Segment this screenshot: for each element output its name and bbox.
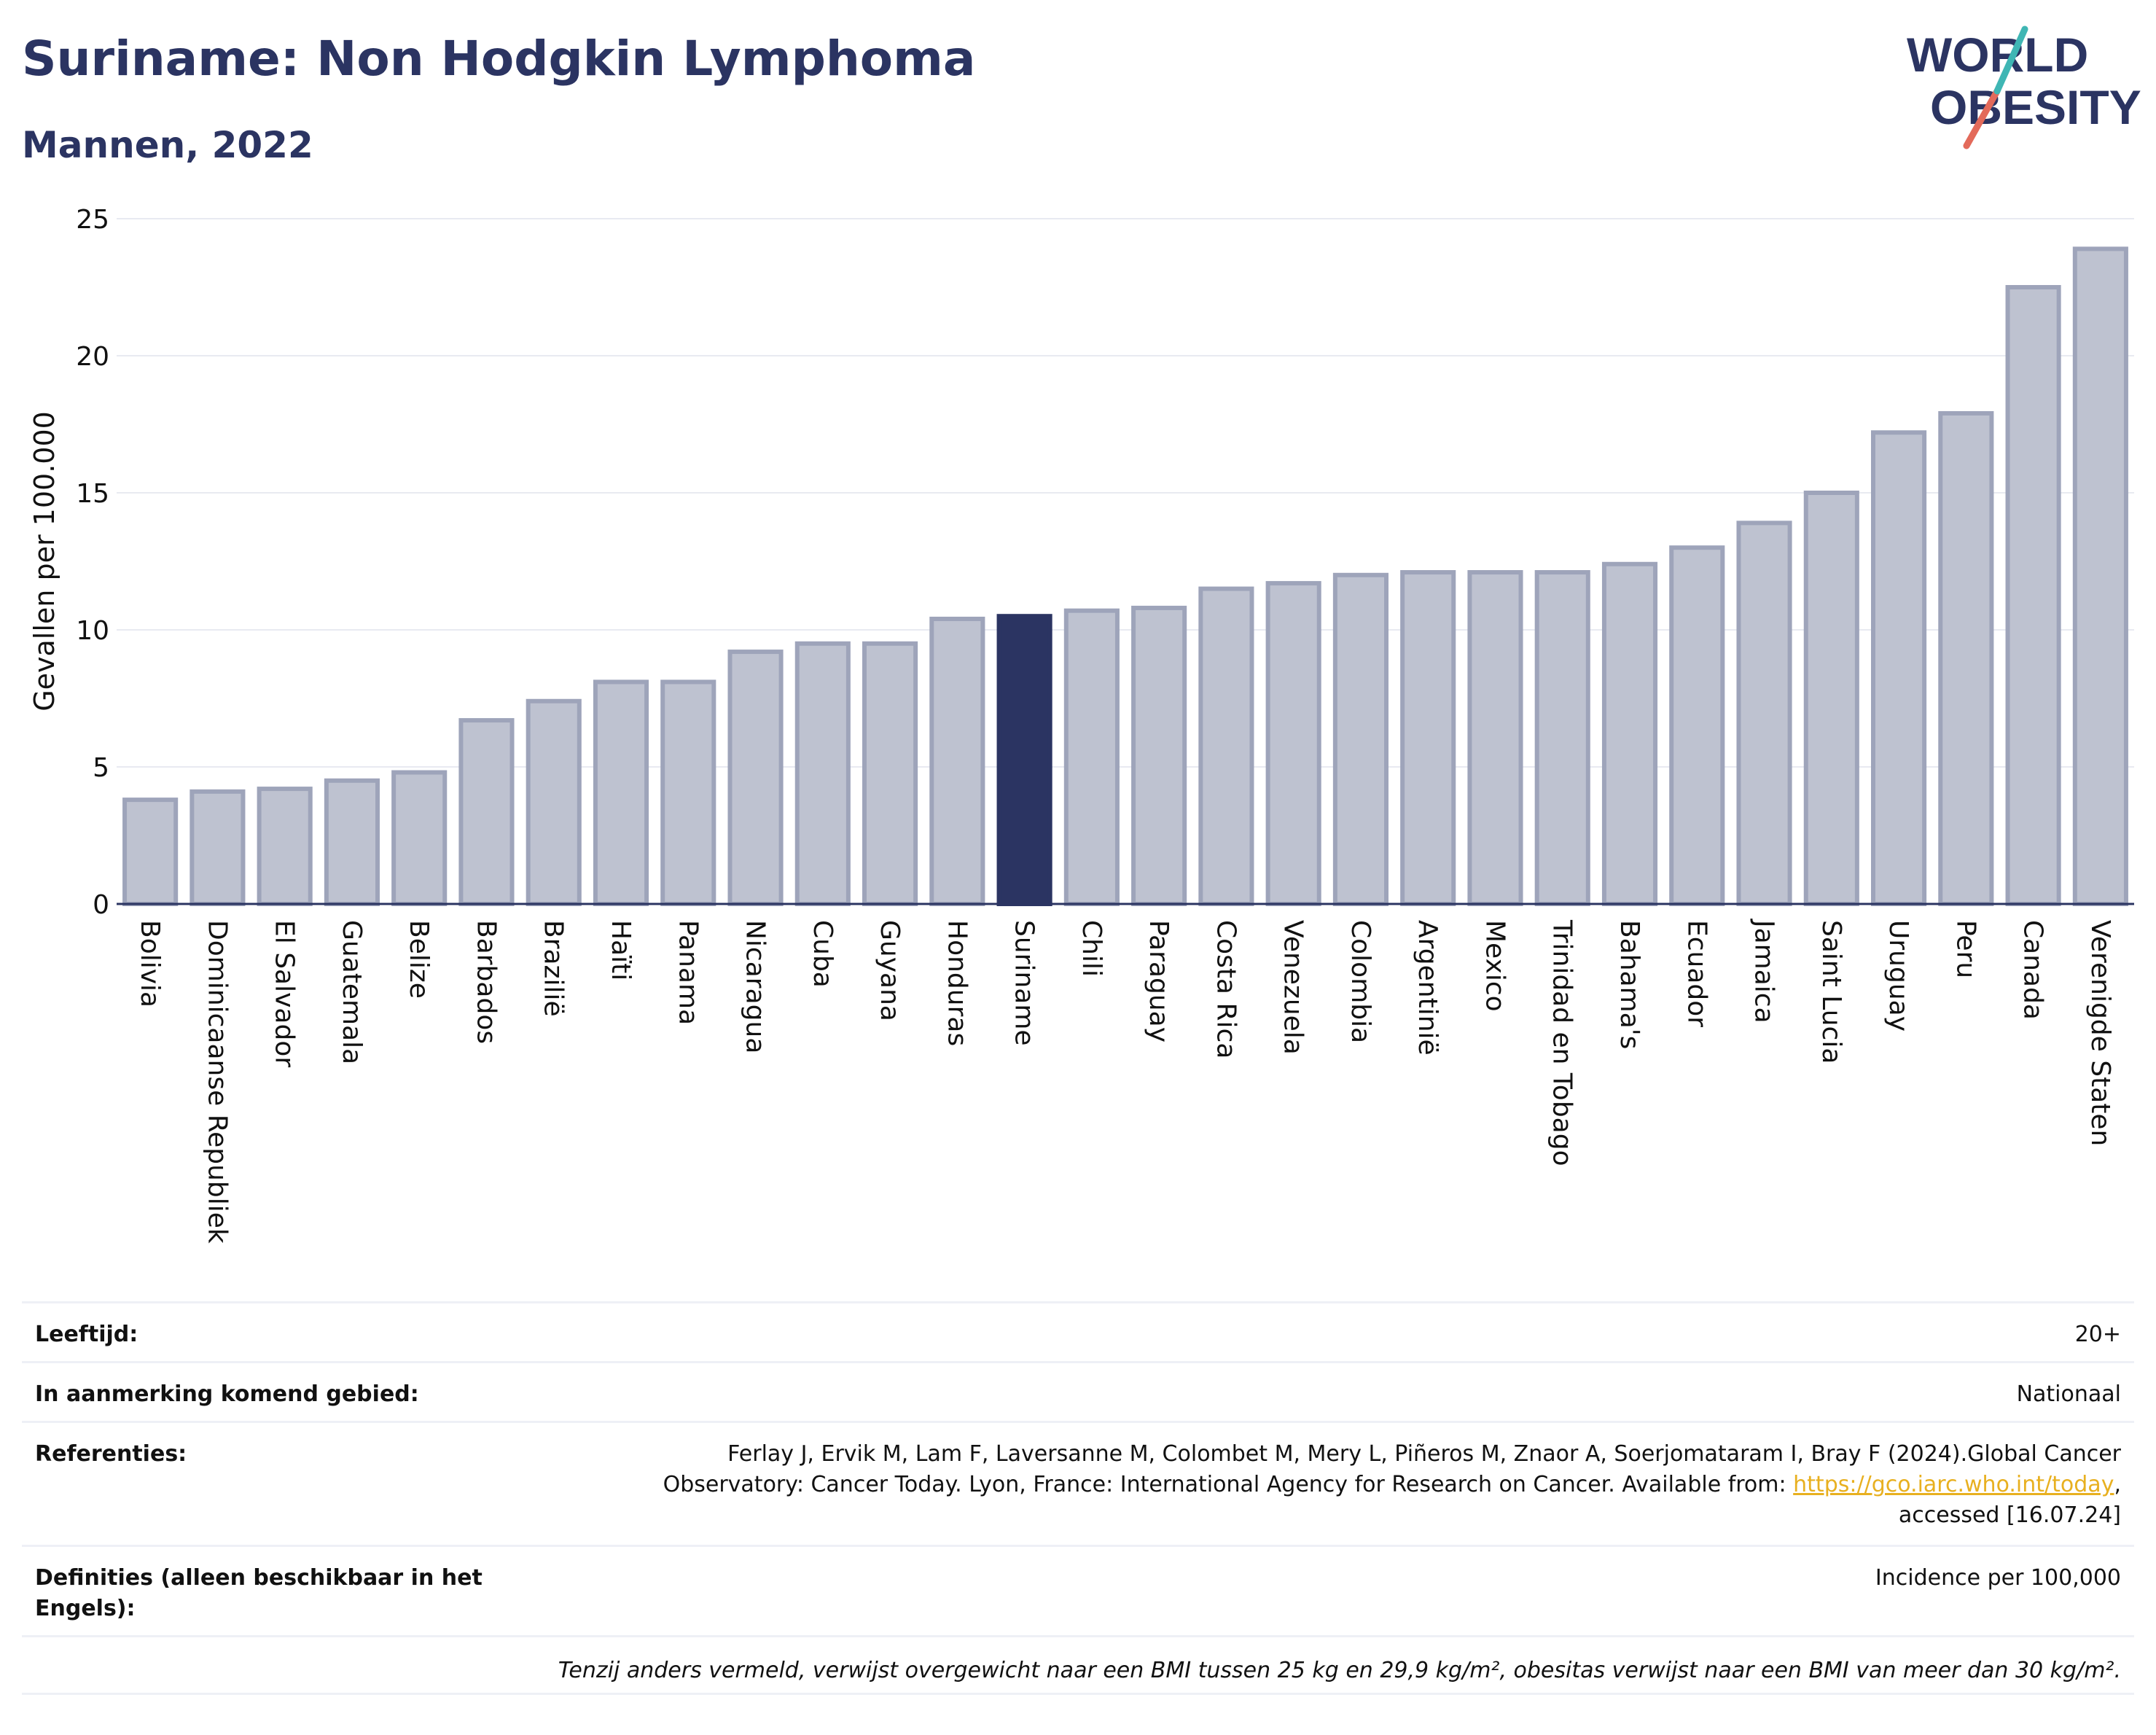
x-tick-label: Haïti bbox=[606, 920, 636, 980]
area-value: Nationaal bbox=[2016, 1381, 2121, 1407]
x-tick-label: Nicaragua bbox=[741, 920, 770, 1053]
bar-uruguay bbox=[1871, 430, 1927, 906]
y-tick-label: 5 bbox=[93, 753, 109, 783]
y-tick-label: 10 bbox=[76, 616, 109, 646]
bar-el-salvador bbox=[257, 787, 313, 906]
x-tick-label: Panama bbox=[673, 920, 703, 1025]
bar-panama bbox=[660, 679, 716, 906]
bar-argentini- bbox=[1400, 570, 1456, 906]
bar-brazili- bbox=[526, 698, 582, 906]
x-tick-label: Trinidad en Tobago bbox=[1547, 919, 1577, 1166]
bar-ecuador bbox=[1669, 545, 1725, 906]
bar-paraguay bbox=[1131, 605, 1187, 906]
x-tick-label: Guatemala bbox=[337, 920, 367, 1064]
footnote: Tenzij anders vermeld, verwijst overgewi… bbox=[22, 1635, 2134, 1695]
bars bbox=[122, 246, 2128, 907]
bar-saint-lucia bbox=[1803, 491, 1859, 906]
bar-mexico bbox=[1467, 570, 1523, 906]
x-tick-label: Venezuela bbox=[1278, 920, 1308, 1055]
y-tick-label: 20 bbox=[76, 342, 109, 372]
meta-row-definitions: Definities (alleen beschikbaar in het En… bbox=[22, 1545, 2134, 1635]
x-tick-label: Canada bbox=[2018, 920, 2048, 1020]
bar-peru bbox=[1938, 410, 1994, 906]
logo-slash-red bbox=[1963, 87, 2001, 149]
bar-jamaica bbox=[1736, 520, 1792, 906]
x-tick-label: Uruguay bbox=[1883, 920, 1913, 1032]
bar-cuba bbox=[794, 641, 851, 906]
bar-honduras bbox=[929, 616, 985, 907]
x-tick-label: El Salvador bbox=[270, 920, 300, 1067]
logo-line-1: WORLD bbox=[1907, 28, 2088, 82]
bar-ha-ti bbox=[593, 679, 649, 906]
y-tick-label: 0 bbox=[93, 890, 109, 920]
y-tick-label: 15 bbox=[76, 479, 109, 509]
x-tick-label: Bahama's bbox=[1614, 920, 1644, 1049]
bar-belize bbox=[391, 770, 448, 907]
y-axis-ticks: 0 5 10 15 20 25 bbox=[76, 205, 109, 920]
references-suffix: , accessed [16.07.24] bbox=[1898, 1472, 2121, 1528]
x-tick-label: Barbados bbox=[471, 920, 501, 1044]
x-tick-label: Cuba bbox=[808, 920, 837, 988]
meta-row-age: Leeftijd: 20+ bbox=[22, 1301, 2134, 1361]
grid-lines bbox=[117, 218, 2134, 768]
bar-costa-rica bbox=[1198, 586, 1254, 906]
logo-line-2: OBESITY bbox=[1930, 80, 2141, 134]
x-tick-label: Peru bbox=[1950, 920, 1980, 978]
x-tick-label: Costa Rica bbox=[1211, 920, 1241, 1058]
x-tick-label: Ecuador bbox=[1682, 920, 1711, 1027]
age-label: Leeftijd: bbox=[35, 1322, 138, 1347]
x-tick-label: Chili bbox=[1077, 920, 1106, 977]
x-tick-label: Argentinië bbox=[1413, 920, 1442, 1056]
bar-venezuela bbox=[1265, 581, 1321, 907]
bar-guyana bbox=[862, 641, 918, 906]
x-axis-labels: Bolivia Dominicaanse Republiek El Salvador… bbox=[135, 919, 2115, 1244]
x-tick-label: Jamaica bbox=[1749, 919, 1779, 1024]
x-tick-label: Colombia bbox=[1345, 920, 1375, 1043]
bar-suriname bbox=[996, 614, 1052, 906]
definitions-label: Definities (alleen beschikbaar in het En… bbox=[35, 1565, 483, 1621]
age-value: 20+ bbox=[2074, 1322, 2121, 1347]
page-title: Suriname: Non Hodgkin Lymphoma bbox=[22, 31, 976, 87]
x-tick-label: Paraguay bbox=[1144, 920, 1173, 1042]
definitions-value: Incidence per 100,000 bbox=[1875, 1565, 2121, 1591]
area-label: In aanmerking komend gebied: bbox=[35, 1381, 419, 1407]
meta-row-references: Referenties: Ferlay J, Ervik M, Lam F, L… bbox=[22, 1421, 2134, 1545]
x-tick-label: Belize bbox=[404, 920, 434, 999]
x-tick-label: Guyana bbox=[875, 920, 905, 1021]
references-value: Ferlay J, Ervik M, Lam F, Laversanne M, … bbox=[590, 1439, 2134, 1531]
metadata-table: Leeftijd: 20+ In aanmerking komend gebie… bbox=[22, 1301, 2134, 1695]
bar-trinidad-en-tobago bbox=[1534, 570, 1590, 906]
x-tick-label: Brazilië bbox=[539, 920, 569, 1017]
x-tick-label: Bolivia bbox=[135, 920, 165, 1007]
bar-dominicaanse-republiek bbox=[190, 789, 246, 906]
bar-guatemala bbox=[324, 778, 380, 907]
page-subtitle: Mannen, 2022 bbox=[22, 124, 313, 166]
bar-bolivia bbox=[122, 798, 179, 906]
bar-nicaragua bbox=[727, 650, 784, 907]
references-text: Ferlay J, Ervik M, Lam F, Laversanne M, … bbox=[663, 1441, 2121, 1497]
x-tick-label: Saint Lucia bbox=[1816, 920, 1846, 1064]
world-obesity-logo: WORLD OBESITY bbox=[1907, 26, 2141, 149]
references-link[interactable]: https://gco.iarc.who.int/today bbox=[1793, 1472, 2114, 1497]
y-axis-label: Gevallen per 100.000 bbox=[28, 411, 60, 711]
bar-canada bbox=[2005, 285, 2061, 906]
bar-chili bbox=[1063, 608, 1120, 906]
bar-verenigde-staten bbox=[2072, 246, 2128, 906]
x-tick-label: Suriname bbox=[1009, 920, 1039, 1046]
meta-row-area: In aanmerking komend gebied: Nationaal bbox=[22, 1361, 2134, 1421]
logo-slash-teal bbox=[1993, 26, 2028, 95]
x-tick-label: Dominicaanse Republiek bbox=[202, 920, 232, 1244]
y-tick-label: 25 bbox=[76, 205, 109, 235]
x-tick-label: Verenigde Staten bbox=[2085, 920, 2115, 1146]
x-tick-label: Mexico bbox=[1480, 920, 1509, 1012]
bar-colombia bbox=[1332, 572, 1388, 906]
bar-bahama-s bbox=[1601, 561, 1658, 906]
references-label: Referenties: bbox=[35, 1441, 187, 1467]
bar-chart: 0 5 10 15 20 25 Bolivia Dominicaanse Republiek… bbox=[28, 205, 2134, 1244]
bar-barbados bbox=[458, 718, 515, 907]
x-tick-label: Honduras bbox=[942, 920, 972, 1046]
